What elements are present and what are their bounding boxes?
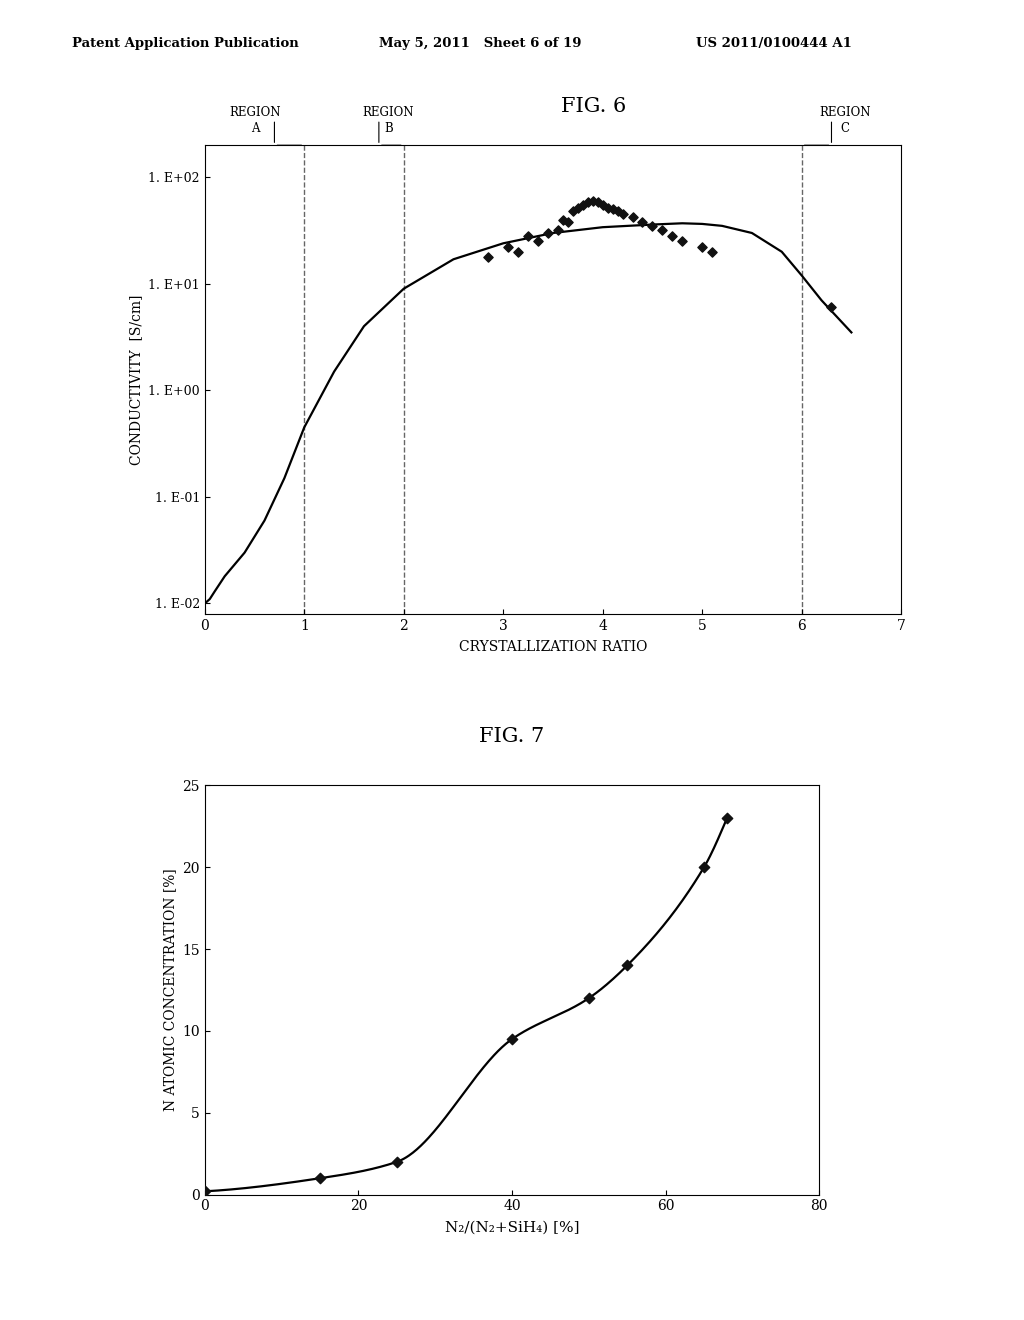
Point	[500, 236, 516, 257]
Point	[609, 201, 626, 222]
Point	[581, 987, 597, 1008]
Point	[823, 297, 840, 318]
X-axis label: CRYSTALLIZATION RATIO: CRYSTALLIZATION RATIO	[459, 640, 647, 653]
Text: REGION: REGION	[819, 106, 870, 119]
X-axis label: N₂/(N₂+SiH₄) [%]: N₂/(N₂+SiH₄) [%]	[444, 1221, 580, 1234]
Point	[564, 201, 581, 222]
Point	[197, 1181, 213, 1203]
Text: FIG. 6: FIG. 6	[561, 98, 627, 116]
Point	[389, 1151, 406, 1172]
Text: A: A	[251, 121, 259, 135]
Point	[604, 199, 621, 220]
Text: US 2011/0100444 A1: US 2011/0100444 A1	[696, 37, 852, 50]
Point	[595, 194, 611, 215]
Point	[634, 211, 650, 232]
Text: Patent Application Publication: Patent Application Publication	[72, 37, 298, 50]
Point	[560, 211, 577, 232]
Text: REGION: REGION	[229, 106, 281, 119]
Point	[614, 203, 631, 224]
Point	[674, 231, 690, 252]
Point	[703, 242, 720, 263]
Point	[555, 209, 571, 230]
Point	[585, 190, 601, 211]
Point	[520, 226, 537, 247]
Point	[540, 223, 556, 244]
Point	[719, 808, 735, 829]
Point	[696, 857, 713, 878]
Point	[550, 219, 566, 240]
Text: May 5, 2011   Sheet 6 of 19: May 5, 2011 Sheet 6 of 19	[379, 37, 582, 50]
Point	[580, 191, 596, 213]
Y-axis label: N ATOMIC CONCENTRATION [%]: N ATOMIC CONCENTRATION [%]	[163, 869, 177, 1111]
Point	[644, 215, 660, 236]
Text: REGION: REGION	[362, 106, 414, 119]
Text: FIG. 7: FIG. 7	[479, 727, 545, 746]
Point	[625, 207, 641, 228]
Text: B: B	[384, 121, 393, 135]
Point	[618, 954, 635, 975]
Point	[590, 191, 606, 213]
Point	[694, 236, 711, 257]
Point	[599, 197, 615, 218]
Point	[504, 1028, 520, 1049]
Point	[529, 231, 546, 252]
Point	[311, 1168, 328, 1189]
Text: C: C	[840, 121, 849, 135]
Point	[665, 226, 681, 247]
Point	[654, 219, 671, 240]
Point	[510, 242, 526, 263]
Y-axis label: CONDUCTIVITY  [S/cm]: CONDUCTIVITY [S/cm]	[129, 294, 142, 465]
Point	[569, 197, 586, 218]
Point	[574, 194, 591, 215]
Point	[480, 246, 497, 267]
